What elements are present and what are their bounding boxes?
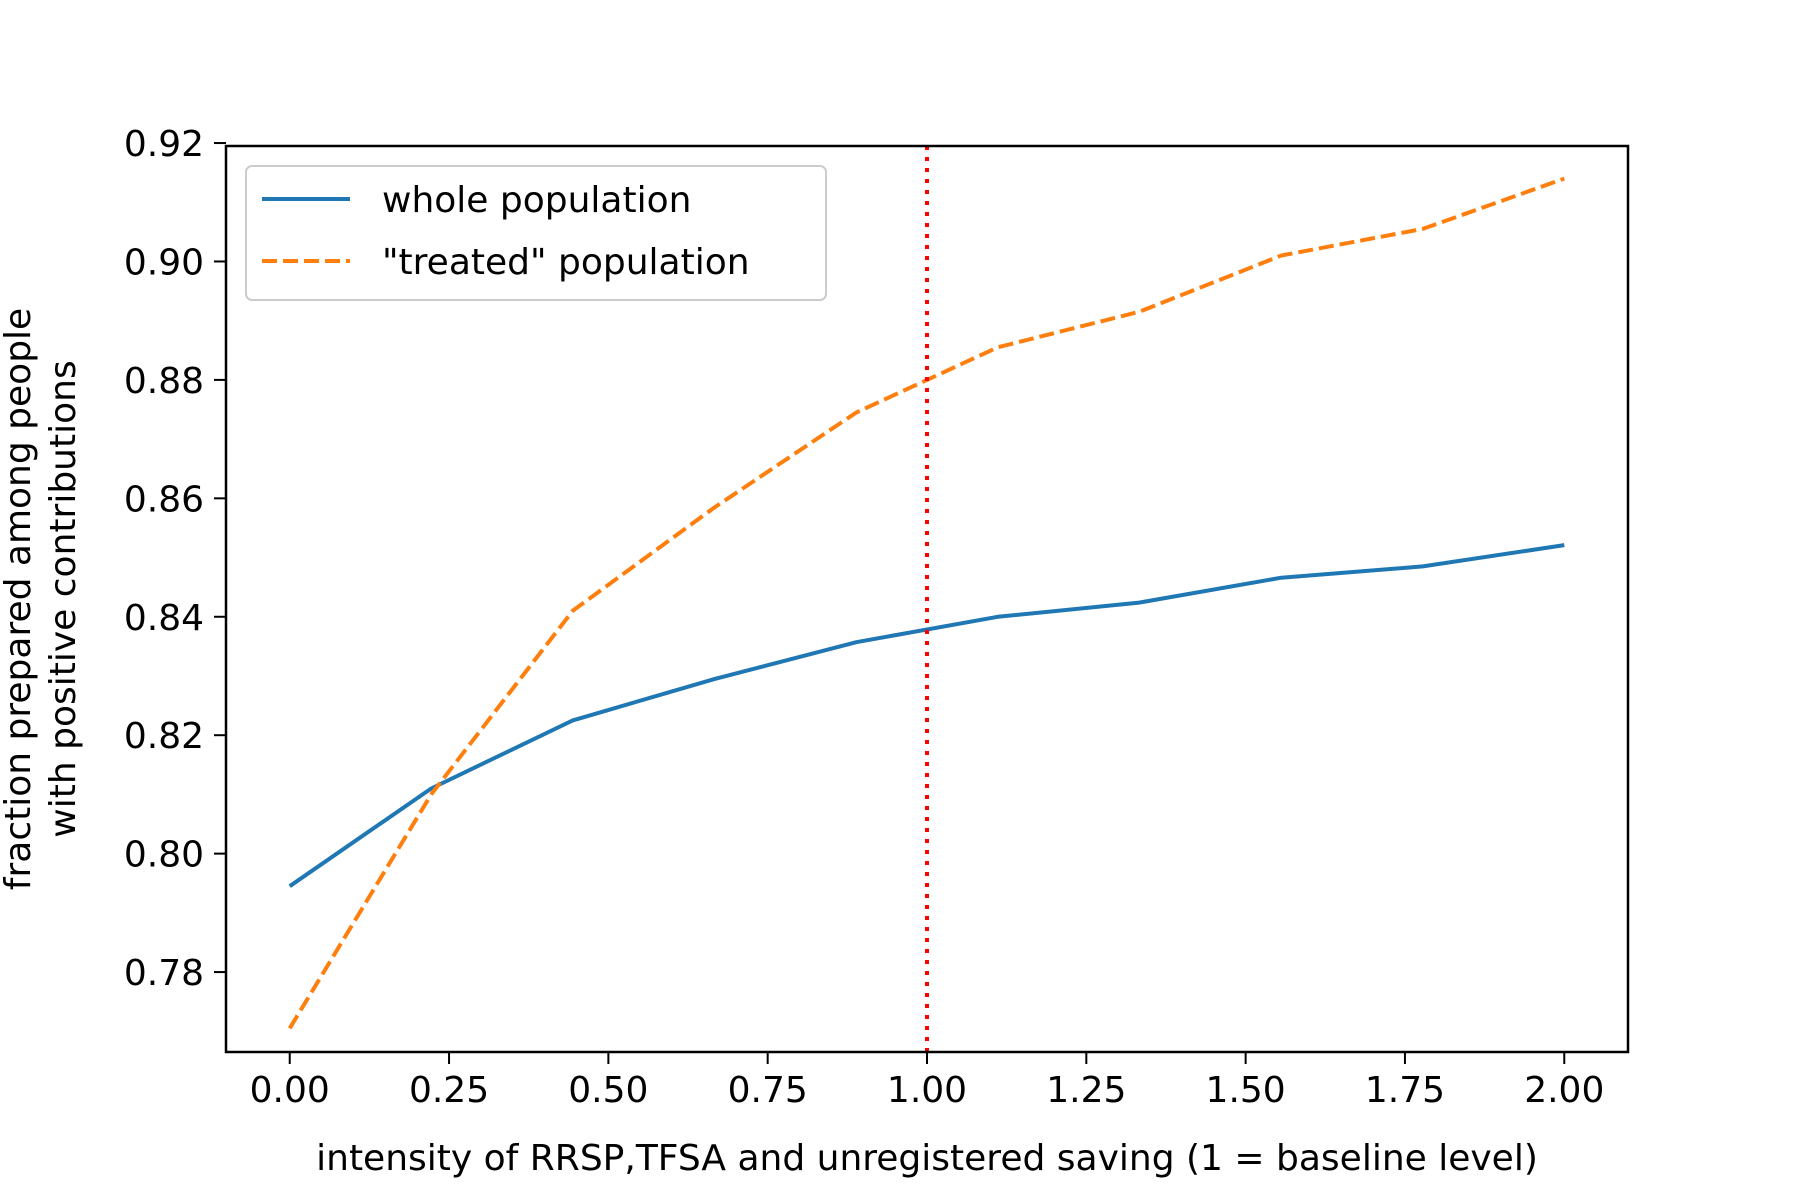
y-axis-ticks: 0.78 0.80 0.82 0.84 0.86 0.88 0.90 0.92: [124, 124, 226, 994]
legend-label-treated-population: "treated" population: [382, 242, 750, 283]
x-tick-label: 0.75: [728, 1070, 808, 1111]
x-tick-label: 2.00: [1524, 1070, 1604, 1111]
x-tick-label: 1.00: [887, 1070, 967, 1111]
y-tick-label: 0.92: [124, 124, 204, 165]
legend-label-whole-population: whole population: [382, 180, 691, 221]
x-tick-label: 0.50: [568, 1070, 648, 1111]
x-tick-label: 0.00: [250, 1070, 330, 1111]
x-axis-ticks: 0.00 0.25 0.50 0.75 1.00 1.25 1.50 1.75 2.00: [250, 1052, 1604, 1111]
y-tick-label: 0.78: [124, 953, 204, 994]
y-axis-label-line-1: fraction prepared among people: [0, 308, 39, 890]
x-tick-label: 1.75: [1365, 1070, 1445, 1111]
legend: whole population "treated" population: [245, 165, 827, 301]
legend-box: [245, 165, 827, 301]
x-axis-label: intensity of RRSP,TFSA and unregistered …: [316, 1138, 1538, 1179]
y-tick-label: 0.88: [124, 361, 204, 402]
y-tick-label: 0.90: [124, 242, 204, 283]
y-tick-label: 0.86: [124, 479, 204, 520]
series-line-whole-population: [288, 543, 1565, 888]
x-tick-label: 0.25: [409, 1070, 489, 1111]
x-tick-label: 1.50: [1206, 1070, 1286, 1111]
y-tick-label: 0.84: [124, 598, 204, 639]
y-tick-label: 0.80: [124, 835, 204, 876]
y-axis-label-line-2: with positive contributions: [43, 360, 84, 837]
y-tick-label: 0.82: [124, 716, 204, 757]
x-tick-label: 1.25: [1046, 1070, 1126, 1111]
